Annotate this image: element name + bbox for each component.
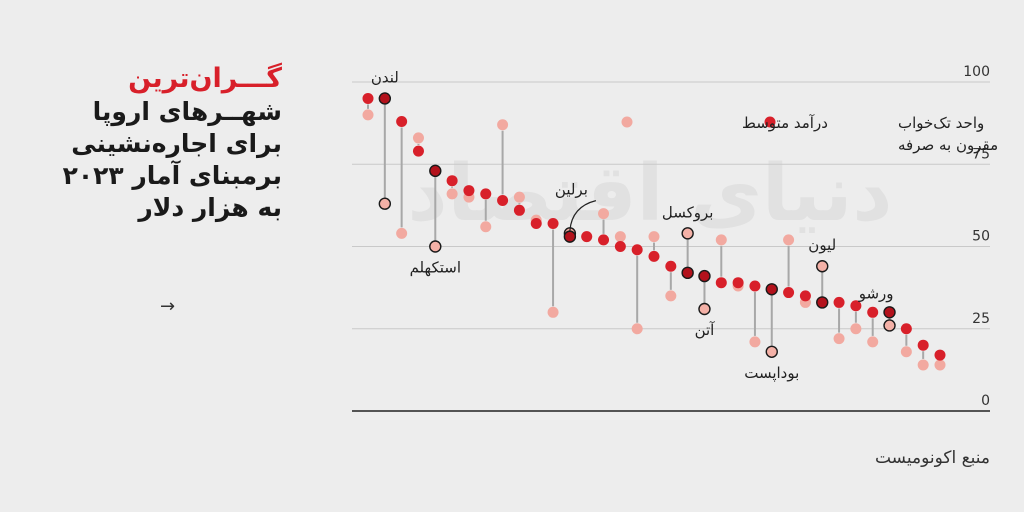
legend-income-label: درآمد متوسط xyxy=(742,114,828,132)
income-point-16 xyxy=(631,323,643,335)
income-point-29 xyxy=(850,323,862,335)
rent-point-11 xyxy=(547,217,559,229)
income-point-25 xyxy=(783,234,795,246)
rent-point-27 xyxy=(816,296,829,309)
rent-point-22 xyxy=(732,277,744,289)
income-point-7 xyxy=(480,221,492,233)
rent-point-2 xyxy=(396,115,408,127)
rent-point-24 xyxy=(765,283,778,296)
rent-point-16 xyxy=(631,244,643,256)
income-point-34 xyxy=(934,359,946,371)
rent-point-21 xyxy=(715,277,727,289)
rent-point-33 xyxy=(917,339,929,351)
rent-point-5 xyxy=(446,175,458,187)
income-point-2 xyxy=(396,227,408,239)
rent-point-18 xyxy=(665,260,677,272)
y-tick-label-100: 100 xyxy=(963,64,990,80)
income-point-8 xyxy=(497,119,509,131)
income-point-20 xyxy=(698,302,711,316)
rent-point-19 xyxy=(681,266,694,280)
y-tick-label-0: 0 xyxy=(981,393,990,409)
arrow-right-icon: → xyxy=(160,296,176,317)
income-point-0 xyxy=(362,109,374,121)
income-point-3 xyxy=(412,132,424,144)
legend-rent-label-line2: مقرون به صرفه xyxy=(898,136,998,154)
y-ticks: 0 25 50 75 100 xyxy=(963,64,990,409)
rent-point-0 xyxy=(362,92,374,104)
income-point-24 xyxy=(765,345,778,358)
income-point-33 xyxy=(917,359,929,371)
headline-highlight: گـــران‌ترین xyxy=(128,63,282,94)
legend-rent-marker xyxy=(764,116,776,128)
y-tick-label-25: 25 xyxy=(972,311,990,327)
income-point-18 xyxy=(665,290,677,302)
rent-point-32 xyxy=(900,323,912,335)
rent-point-12 xyxy=(563,230,577,243)
rent-point-7 xyxy=(480,188,492,200)
headline-line-2: شهــرهای اروپا xyxy=(92,97,282,126)
rent-point-10 xyxy=(530,217,542,229)
source-note: منبع اکونومیست xyxy=(874,448,990,468)
grid xyxy=(352,81,990,412)
income-point-17 xyxy=(648,231,660,243)
rent-point-23 xyxy=(749,280,761,292)
rent-point-28 xyxy=(833,296,845,308)
income-point-5 xyxy=(446,188,458,200)
income-point-4 xyxy=(429,240,442,253)
income-point-15 xyxy=(614,231,626,243)
rent-point-3 xyxy=(412,145,424,157)
legend: واحد تک‌خواب مقرون به صرفه درآمد متوسط xyxy=(621,114,998,154)
rent-point-6 xyxy=(463,185,475,197)
rent-point-13 xyxy=(581,231,593,243)
income-point-23 xyxy=(749,336,761,348)
income-point-1 xyxy=(378,197,392,210)
city-label-20: آتن xyxy=(695,321,716,339)
rent-point-4 xyxy=(429,164,442,178)
rent-point-25 xyxy=(783,287,795,299)
rent-point-34 xyxy=(934,349,946,361)
city-label-19: بروکسل xyxy=(662,203,714,221)
income-point-19 xyxy=(681,227,694,240)
data-marks xyxy=(362,92,946,371)
income-point-9 xyxy=(513,191,525,203)
legend-income-marker xyxy=(621,116,633,128)
income-point-14 xyxy=(598,208,610,220)
rent-point-31 xyxy=(883,306,896,319)
city-labels: لندن استکهلم برلین بروکسل آتن بوداپست لیون ورشو xyxy=(371,68,894,382)
leader-12 xyxy=(569,200,597,231)
income-point-27 xyxy=(816,260,829,273)
headline: گـــران‌ترین شهــرهای اروپا برای اجاره‌ن… xyxy=(63,62,282,224)
rent-point-20 xyxy=(698,269,711,283)
city-label-31: ورشو xyxy=(858,284,894,302)
rent-point-30 xyxy=(867,306,879,318)
headline-line-3: برای اجاره‌نشینی xyxy=(71,129,282,158)
y-tick-label-50: 50 xyxy=(972,229,990,245)
rent-point-26 xyxy=(799,290,811,302)
y-tick-label-75: 75 xyxy=(972,146,990,162)
city-label-24: بوداپست xyxy=(744,364,799,383)
income-point-30 xyxy=(867,336,879,348)
rent-point-8 xyxy=(497,194,509,206)
rent-point-1 xyxy=(378,92,392,105)
income-point-32 xyxy=(900,346,912,358)
headline-line-5: به هزار دلار xyxy=(138,193,282,222)
headline-line-4: برمبنای آمار ۲۰۲۳ xyxy=(62,161,282,190)
city-label-4: استکهلم xyxy=(410,259,461,277)
city-label-1: لندن xyxy=(371,68,399,86)
rent-point-14 xyxy=(598,234,610,246)
income-point-31 xyxy=(883,319,896,332)
income-point-11 xyxy=(547,306,559,318)
city-label-27: لیون xyxy=(808,236,836,254)
rent-point-15 xyxy=(614,241,626,252)
rent-point-9 xyxy=(513,204,525,216)
income-point-21 xyxy=(715,234,727,246)
income-point-28 xyxy=(833,333,845,345)
rent-point-17 xyxy=(648,250,660,262)
city-label-12: برلین xyxy=(555,181,588,199)
legend-rent-label-line1: واحد تک‌خواب xyxy=(898,114,984,132)
rent-point-29 xyxy=(850,300,862,312)
